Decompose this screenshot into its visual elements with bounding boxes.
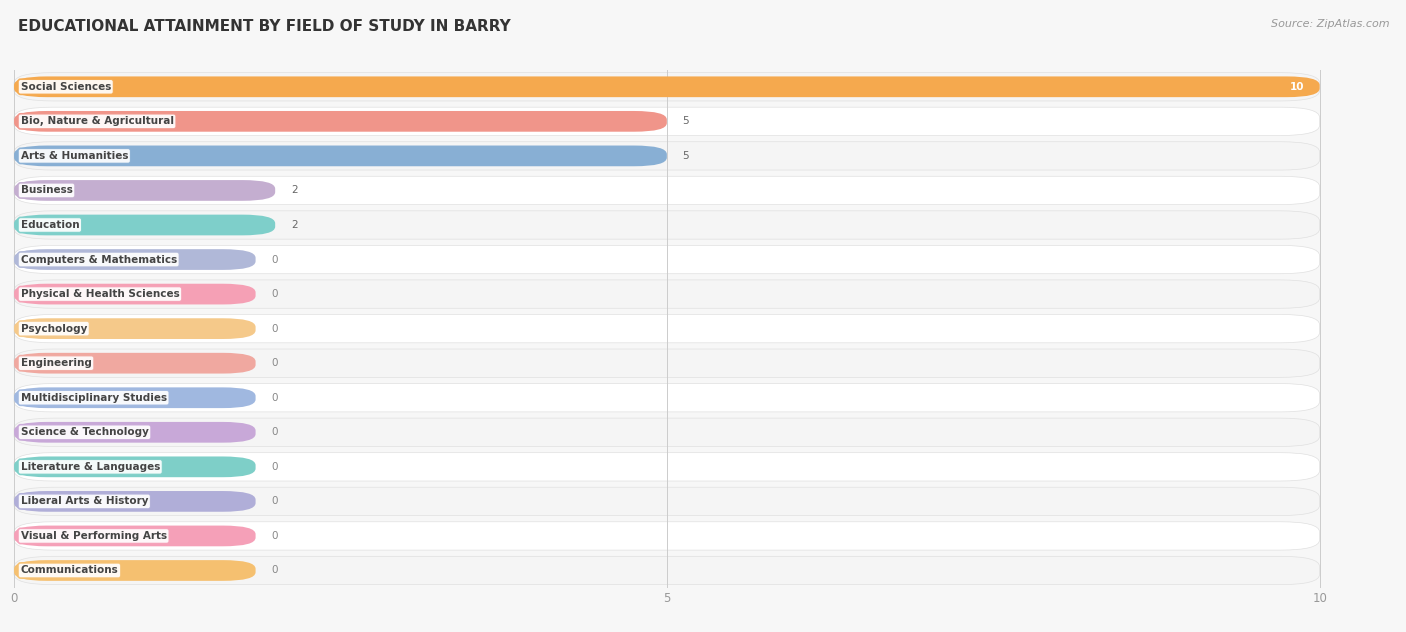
FancyBboxPatch shape: [14, 76, 1320, 97]
Text: Multidisciplinary Studies: Multidisciplinary Studies: [21, 392, 167, 403]
FancyBboxPatch shape: [14, 418, 1320, 446]
Text: 0: 0: [271, 255, 278, 265]
FancyBboxPatch shape: [14, 560, 256, 581]
Text: Communications: Communications: [21, 566, 118, 576]
FancyBboxPatch shape: [14, 142, 1320, 170]
FancyBboxPatch shape: [14, 145, 666, 166]
Text: 0: 0: [271, 566, 278, 576]
Text: 5: 5: [682, 151, 689, 161]
FancyBboxPatch shape: [14, 387, 256, 408]
Text: Engineering: Engineering: [21, 358, 91, 368]
Text: Literature & Languages: Literature & Languages: [21, 462, 160, 472]
Text: 0: 0: [271, 324, 278, 334]
Text: Physical & Health Sciences: Physical & Health Sciences: [21, 289, 180, 299]
FancyBboxPatch shape: [14, 111, 666, 131]
FancyBboxPatch shape: [14, 384, 1320, 412]
Text: Psychology: Psychology: [21, 324, 87, 334]
FancyBboxPatch shape: [14, 284, 256, 305]
Text: 10: 10: [1289, 82, 1303, 92]
Text: 0: 0: [271, 531, 278, 541]
FancyBboxPatch shape: [14, 453, 1320, 481]
Text: Education: Education: [21, 220, 79, 230]
FancyBboxPatch shape: [14, 176, 1320, 205]
Text: 0: 0: [271, 358, 278, 368]
Text: Arts & Humanities: Arts & Humanities: [21, 151, 128, 161]
FancyBboxPatch shape: [14, 73, 1320, 101]
Text: Science & Technology: Science & Technology: [21, 427, 149, 437]
FancyBboxPatch shape: [14, 249, 256, 270]
FancyBboxPatch shape: [14, 180, 276, 201]
FancyBboxPatch shape: [14, 315, 1320, 343]
Text: Visual & Performing Arts: Visual & Performing Arts: [21, 531, 167, 541]
FancyBboxPatch shape: [14, 491, 256, 512]
Text: 0: 0: [271, 496, 278, 506]
Text: Social Sciences: Social Sciences: [21, 82, 111, 92]
FancyBboxPatch shape: [14, 211, 1320, 239]
Text: 0: 0: [271, 289, 278, 299]
Text: Liberal Arts & History: Liberal Arts & History: [21, 496, 148, 506]
FancyBboxPatch shape: [14, 319, 256, 339]
Text: 0: 0: [271, 462, 278, 472]
FancyBboxPatch shape: [14, 349, 1320, 377]
Text: 2: 2: [291, 185, 298, 195]
Text: EDUCATIONAL ATTAINMENT BY FIELD OF STUDY IN BARRY: EDUCATIONAL ATTAINMENT BY FIELD OF STUDY…: [18, 19, 510, 34]
FancyBboxPatch shape: [14, 556, 1320, 585]
FancyBboxPatch shape: [14, 526, 256, 546]
Text: Computers & Mathematics: Computers & Mathematics: [21, 255, 177, 265]
FancyBboxPatch shape: [14, 422, 256, 442]
FancyBboxPatch shape: [14, 353, 256, 374]
FancyBboxPatch shape: [14, 215, 276, 235]
Text: Bio, Nature & Agricultural: Bio, Nature & Agricultural: [21, 116, 173, 126]
Text: 0: 0: [271, 427, 278, 437]
FancyBboxPatch shape: [14, 487, 1320, 516]
FancyBboxPatch shape: [14, 522, 1320, 550]
Text: 0: 0: [271, 392, 278, 403]
FancyBboxPatch shape: [14, 107, 1320, 135]
Text: Source: ZipAtlas.com: Source: ZipAtlas.com: [1271, 19, 1389, 29]
FancyBboxPatch shape: [14, 245, 1320, 274]
FancyBboxPatch shape: [14, 456, 256, 477]
Text: 5: 5: [682, 116, 689, 126]
Text: Business: Business: [21, 185, 73, 195]
Text: 2: 2: [291, 220, 298, 230]
FancyBboxPatch shape: [14, 280, 1320, 308]
